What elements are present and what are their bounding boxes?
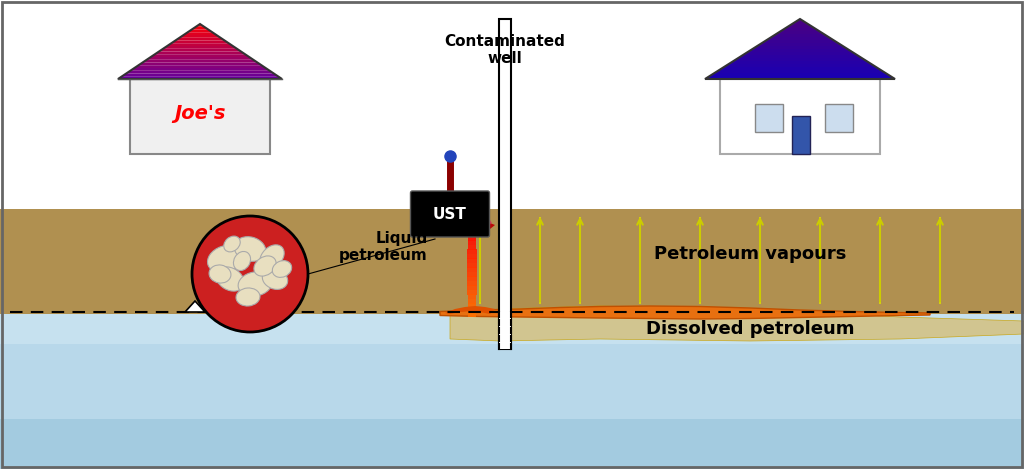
Ellipse shape (234, 237, 266, 261)
Text: Contaminated
well: Contaminated well (444, 34, 565, 67)
FancyBboxPatch shape (792, 116, 810, 154)
Text: Dissolved petroleum: Dissolved petroleum (646, 320, 854, 338)
FancyBboxPatch shape (411, 191, 489, 237)
Ellipse shape (239, 272, 271, 296)
Polygon shape (440, 221, 495, 229)
FancyBboxPatch shape (499, 312, 511, 349)
Polygon shape (142, 60, 257, 62)
Polygon shape (138, 62, 261, 65)
Polygon shape (785, 25, 814, 28)
Polygon shape (134, 65, 265, 68)
Ellipse shape (254, 256, 276, 276)
Polygon shape (187, 30, 212, 32)
Ellipse shape (216, 267, 244, 291)
FancyBboxPatch shape (130, 79, 270, 154)
Text: Petroleum vapours: Petroleum vapours (653, 245, 846, 263)
Polygon shape (743, 52, 857, 55)
Polygon shape (126, 71, 273, 74)
Polygon shape (467, 250, 476, 254)
Polygon shape (762, 40, 838, 43)
Polygon shape (130, 68, 269, 71)
Polygon shape (776, 31, 823, 34)
Polygon shape (159, 49, 241, 52)
Polygon shape (469, 227, 475, 232)
Text: Joe's: Joe's (174, 104, 225, 123)
Polygon shape (467, 263, 477, 268)
Polygon shape (719, 67, 881, 70)
Polygon shape (467, 254, 477, 259)
Polygon shape (171, 40, 228, 43)
Polygon shape (468, 241, 476, 245)
Polygon shape (729, 61, 871, 64)
Polygon shape (796, 19, 805, 22)
Polygon shape (715, 70, 886, 73)
FancyBboxPatch shape (0, 0, 1024, 209)
Polygon shape (467, 272, 477, 277)
FancyBboxPatch shape (755, 104, 783, 132)
Polygon shape (0, 314, 1024, 469)
Polygon shape (445, 306, 495, 314)
Polygon shape (468, 294, 476, 299)
Polygon shape (468, 245, 476, 250)
FancyBboxPatch shape (825, 104, 853, 132)
Polygon shape (767, 37, 834, 40)
Polygon shape (468, 308, 476, 312)
Polygon shape (155, 52, 245, 54)
Polygon shape (469, 312, 475, 317)
Ellipse shape (272, 261, 292, 277)
Polygon shape (175, 38, 224, 40)
Polygon shape (183, 32, 216, 35)
Polygon shape (467, 258, 477, 263)
Polygon shape (0, 419, 1024, 469)
Polygon shape (758, 43, 843, 46)
Polygon shape (0, 314, 1024, 344)
Polygon shape (467, 267, 477, 272)
Polygon shape (167, 43, 232, 46)
Polygon shape (705, 76, 895, 79)
Polygon shape (791, 22, 810, 25)
Polygon shape (710, 73, 890, 76)
Polygon shape (467, 290, 476, 295)
Ellipse shape (262, 269, 288, 289)
Circle shape (193, 216, 308, 332)
Polygon shape (468, 303, 476, 308)
Polygon shape (465, 214, 492, 226)
Ellipse shape (208, 245, 243, 272)
Polygon shape (118, 76, 282, 79)
Polygon shape (185, 301, 205, 312)
Polygon shape (179, 35, 220, 38)
FancyBboxPatch shape (499, 19, 511, 349)
Polygon shape (738, 55, 862, 58)
Ellipse shape (224, 236, 241, 252)
Polygon shape (196, 24, 204, 27)
Polygon shape (468, 232, 476, 236)
Polygon shape (450, 306, 1024, 341)
Polygon shape (468, 299, 476, 303)
Ellipse shape (233, 251, 251, 271)
Polygon shape (146, 57, 253, 60)
Polygon shape (733, 58, 866, 61)
Polygon shape (191, 27, 208, 30)
Ellipse shape (236, 288, 260, 306)
Polygon shape (468, 236, 476, 241)
Polygon shape (753, 46, 848, 49)
Polygon shape (122, 74, 278, 76)
Polygon shape (467, 276, 477, 281)
Polygon shape (440, 306, 930, 319)
Polygon shape (0, 209, 1024, 469)
Polygon shape (467, 285, 477, 290)
Polygon shape (781, 28, 819, 31)
Polygon shape (748, 49, 852, 52)
Polygon shape (455, 214, 490, 227)
Polygon shape (151, 54, 249, 57)
Polygon shape (724, 64, 876, 67)
Ellipse shape (260, 245, 285, 269)
Polygon shape (771, 34, 828, 37)
FancyBboxPatch shape (720, 79, 880, 154)
Polygon shape (467, 280, 477, 286)
Text: UST: UST (433, 206, 467, 221)
Ellipse shape (209, 265, 231, 283)
Polygon shape (163, 46, 237, 49)
Text: Liquid
petroleum: Liquid petroleum (339, 231, 428, 263)
